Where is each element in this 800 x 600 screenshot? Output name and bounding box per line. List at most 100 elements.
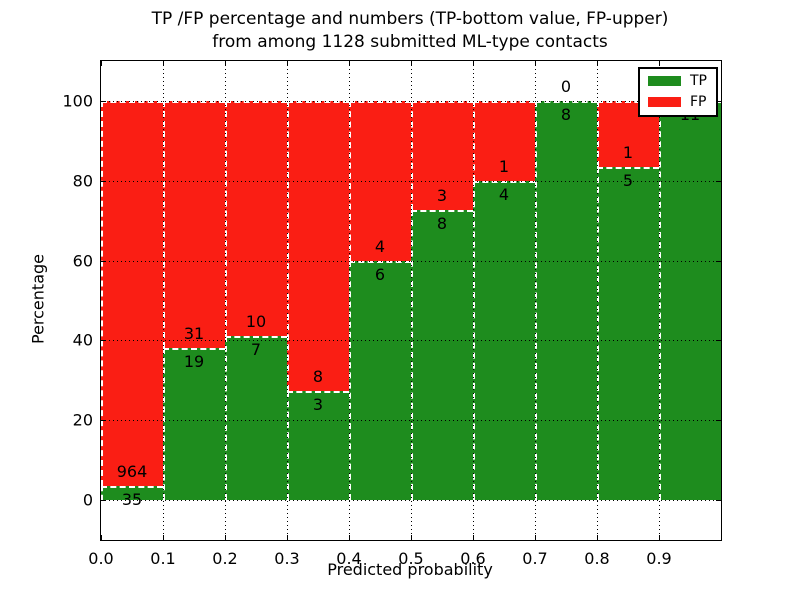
v-gridline	[162, 61, 164, 540]
legend-item-fp: FP	[648, 95, 707, 109]
fp-bar-segment	[101, 100, 163, 487]
tp-count-label: 8	[560, 104, 572, 124]
tp-count-label: 5	[622, 171, 634, 191]
x-tick-mark	[659, 535, 660, 540]
y-tick-mark	[101, 420, 106, 422]
legend-label-tp: TP	[690, 73, 707, 89]
y-tick-label: 0	[82, 490, 93, 510]
fp-count-label: 31	[183, 324, 205, 344]
x-tick-label: 0.9	[646, 549, 672, 568]
x-axis-label: Predicted probability	[327, 560, 493, 579]
fp-count-label: 964	[116, 462, 148, 482]
y-tick-mark	[101, 340, 106, 342]
y-tick-mark	[101, 100, 106, 102]
x-tick-label: 0.8	[584, 549, 610, 568]
legend: TP FP	[638, 67, 718, 117]
tp-bar-segment	[411, 209, 473, 501]
v-gridline	[410, 61, 412, 540]
x-tick-mark-top	[163, 61, 164, 66]
x-tick-mark-top	[411, 61, 412, 66]
v-gridline	[224, 61, 226, 540]
x-tick-label: 0.3	[274, 549, 300, 568]
x-tick-label: 0.5	[398, 549, 424, 568]
x-tick-label: 0.2	[212, 549, 238, 568]
legend-item-tp: TP	[648, 74, 707, 88]
y-tick-mark-right	[716, 180, 721, 182]
fp-bar-segment	[287, 100, 349, 392]
fp-count-label: 1	[622, 143, 634, 163]
v-gridline	[534, 61, 536, 540]
tp-bar-segment	[597, 167, 659, 501]
v-gridline	[348, 61, 350, 540]
y-tick-mark	[101, 260, 106, 262]
y-tick-mark-right	[716, 260, 721, 262]
x-tick-mark-top	[535, 61, 536, 66]
fp-count-label: 3	[436, 185, 448, 205]
tp-bar-segment	[225, 335, 287, 501]
fp-bar-segment	[225, 100, 287, 336]
legend-label-fp: FP	[690, 94, 707, 110]
y-tick-label: 80	[72, 171, 93, 191]
y-tick-label: 40	[72, 330, 93, 350]
tp-count-label: 35	[121, 490, 143, 510]
x-tick-mark	[225, 535, 226, 540]
y-tick-mark-right	[716, 100, 721, 102]
x-tick-mark	[287, 535, 288, 540]
v-gridline	[286, 61, 288, 540]
tp-bar-segment	[163, 348, 225, 501]
x-tick-mark-top	[101, 61, 102, 66]
x-tick-label: 0.6	[460, 549, 486, 568]
v-gridline	[658, 61, 660, 540]
tp-count-label: 8	[436, 213, 448, 233]
fp-color-swatch	[648, 97, 681, 107]
x-tick-mark	[163, 535, 164, 540]
x-tick-mark	[597, 535, 598, 540]
fp-count-label: 8	[312, 367, 324, 387]
y-tick-mark-right	[716, 420, 721, 422]
x-tick-label: 0.1	[150, 549, 176, 568]
x-tick-mark-top	[225, 61, 226, 66]
x-tick-label: 0.0	[88, 549, 114, 568]
fp-count-label: 10	[245, 311, 267, 331]
fp-bar-segment	[473, 100, 535, 181]
y-tick-label: 100	[62, 91, 93, 111]
x-tick-mark-top	[659, 61, 660, 66]
y-tick-mark-right	[716, 500, 721, 502]
tp-bar-segment	[101, 486, 163, 501]
y-tick-label: 60	[72, 251, 93, 271]
fp-count-label: 0	[560, 76, 572, 96]
tp-bar-segment	[287, 391, 349, 501]
fp-count-label: 1	[498, 156, 510, 176]
tp-bar-segment	[349, 260, 411, 501]
tp-count-label: 4	[498, 184, 510, 204]
tp-count-label: 3	[312, 395, 324, 415]
x-tick-mark	[411, 535, 412, 540]
tp-color-swatch	[648, 76, 681, 86]
x-tick-label: 0.7	[522, 549, 548, 568]
fp-bar-segment	[349, 100, 411, 261]
x-tick-mark	[101, 535, 102, 540]
x-tick-mark-top	[349, 61, 350, 66]
tp-count-label: 19	[183, 352, 205, 372]
tp-count-label: 7	[250, 339, 262, 359]
chart-title-line-2: from among 1128 submitted ML-type contac…	[212, 32, 608, 52]
y-tick-mark-right	[716, 340, 721, 342]
fp-count-label: 4	[374, 236, 386, 256]
fp-bar-segment	[163, 100, 225, 349]
plot-area: TP FP 9643531191078346381408150110.00.10…	[62, 60, 722, 568]
x-tick-mark	[535, 535, 536, 540]
x-tick-mark-top	[287, 61, 288, 66]
tp-count-label: 6	[374, 264, 386, 284]
x-tick-mark	[349, 535, 350, 540]
x-tick-mark-top	[597, 61, 598, 66]
x-tick-label: 0.4	[336, 549, 362, 568]
chart-title-line-1: TP /FP percentage and numbers (TP-bottom…	[151, 9, 669, 29]
y-tick-label: 20	[72, 410, 93, 430]
tp-bar-segment	[535, 100, 597, 501]
v-gridline	[472, 61, 474, 540]
x-tick-mark	[473, 535, 474, 540]
y-tick-mark	[101, 180, 106, 182]
tp-bar-segment	[659, 100, 721, 501]
y-tick-mark	[101, 500, 106, 502]
